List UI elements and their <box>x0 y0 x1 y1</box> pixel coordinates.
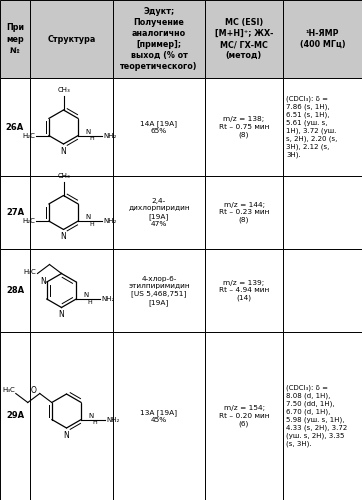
Bar <box>205 249 283 332</box>
Text: CH₃: CH₃ <box>57 87 70 93</box>
Text: (CDCl₃): δ =
8.08 (d, 1H),
7.50 (dd, 1H),
6.70 (d, 1H),
5.98 (уш. s, 1H),
4.33 (: (CDCl₃): δ = 8.08 (d, 1H), 7.50 (dd, 1H)… <box>286 385 347 447</box>
Text: H₂C: H₂C <box>22 218 35 224</box>
Text: N: N <box>60 232 66 241</box>
Bar <box>30 0 113 78</box>
Text: 29А: 29А <box>6 412 24 420</box>
Text: N: N <box>40 278 46 286</box>
Bar <box>30 176 113 249</box>
Text: m/z = 154;
Rt – 0.20 мин
(6): m/z = 154; Rt – 0.20 мин (6) <box>219 405 269 427</box>
Text: N: N <box>60 146 66 156</box>
Bar <box>0 249 30 332</box>
Text: NH₂: NH₂ <box>101 296 115 302</box>
Text: m/z = 139;
Rt – 4.94 мин
(14): m/z = 139; Rt – 4.94 мин (14) <box>219 280 269 301</box>
Bar <box>205 78 283 176</box>
Bar <box>30 332 113 500</box>
Text: NH₂: NH₂ <box>103 132 117 138</box>
Bar <box>0 176 30 249</box>
Text: 28А: 28А <box>6 286 24 295</box>
Text: m/z = 144;
Rt – 0.23 мин
(8): m/z = 144; Rt – 0.23 мин (8) <box>219 202 269 223</box>
Text: 2,4-
дихлорпиридин
[19А]
47%: 2,4- дихлорпиридин [19А] 47% <box>128 198 190 227</box>
Text: m/z = 138;
Rt – 0.75 мин
(8): m/z = 138; Rt – 0.75 мин (8) <box>219 116 269 138</box>
Text: H: H <box>90 222 94 227</box>
Text: 14А [19А]
65%: 14А [19А] 65% <box>140 120 178 134</box>
Text: H₂C: H₂C <box>22 132 35 138</box>
Bar <box>283 176 362 249</box>
Bar <box>0 78 30 176</box>
Text: N: N <box>86 214 91 220</box>
Text: 26А: 26А <box>6 122 24 132</box>
Text: При
мер
№: При мер № <box>6 24 24 54</box>
Bar <box>205 0 283 78</box>
Bar <box>113 332 205 500</box>
Text: ¹Н-ЯМР
(400 МГц): ¹Н-ЯМР (400 МГц) <box>300 29 345 49</box>
Text: 13А [19А]
45%: 13А [19А] 45% <box>140 409 178 423</box>
Text: N: N <box>84 292 89 298</box>
Text: N: N <box>86 128 91 134</box>
Text: Структура: Структура <box>47 34 96 43</box>
Text: N: N <box>89 412 94 418</box>
Text: CH₃: CH₃ <box>57 172 70 178</box>
Bar <box>283 78 362 176</box>
Text: NH₂: NH₂ <box>106 416 119 422</box>
Text: МС (ESI)
[M+H]⁺; ЖХ-
МС/ ГХ-МС
(метод): МС (ESI) [M+H]⁺; ЖХ- МС/ ГХ-МС (метод) <box>215 18 273 60</box>
Text: H₃C: H₃C <box>2 386 15 392</box>
Text: 27А: 27А <box>6 208 24 217</box>
Text: NH₂: NH₂ <box>103 218 117 224</box>
Bar <box>0 332 30 500</box>
Bar <box>205 176 283 249</box>
Text: (CDCl₃): δ =
7.86 (s, 1H),
6.51 (s, 1H),
5.61 (уш. s,
1H), 3.72 (уш.
s, 2H), 2.2: (CDCl₃): δ = 7.86 (s, 1H), 6.51 (s, 1H),… <box>286 96 337 158</box>
Bar <box>283 0 362 78</box>
Bar <box>283 249 362 332</box>
Bar <box>113 78 205 176</box>
Text: N: N <box>59 310 64 319</box>
Bar <box>30 249 113 332</box>
Bar <box>113 249 205 332</box>
Text: 4-хлор-6-
этилпиримидин
[US 5,468,751]
[19А]: 4-хлор-6- этилпиримидин [US 5,468,751] [… <box>128 276 190 306</box>
Text: H₃C: H₃C <box>24 270 37 276</box>
Text: H: H <box>93 420 97 426</box>
Bar <box>113 176 205 249</box>
Text: Эдукт;
Получение
аналогично
[пример];
выход (% от
теоретического): Эдукт; Получение аналогично [пример]; вы… <box>120 6 198 71</box>
Bar <box>113 0 205 78</box>
Bar <box>0 0 30 78</box>
Text: N: N <box>64 430 70 440</box>
Bar <box>205 332 283 500</box>
Text: O: O <box>31 386 37 395</box>
Text: H: H <box>88 300 93 305</box>
Text: H: H <box>90 136 94 141</box>
Bar <box>30 78 113 176</box>
Bar <box>283 332 362 500</box>
